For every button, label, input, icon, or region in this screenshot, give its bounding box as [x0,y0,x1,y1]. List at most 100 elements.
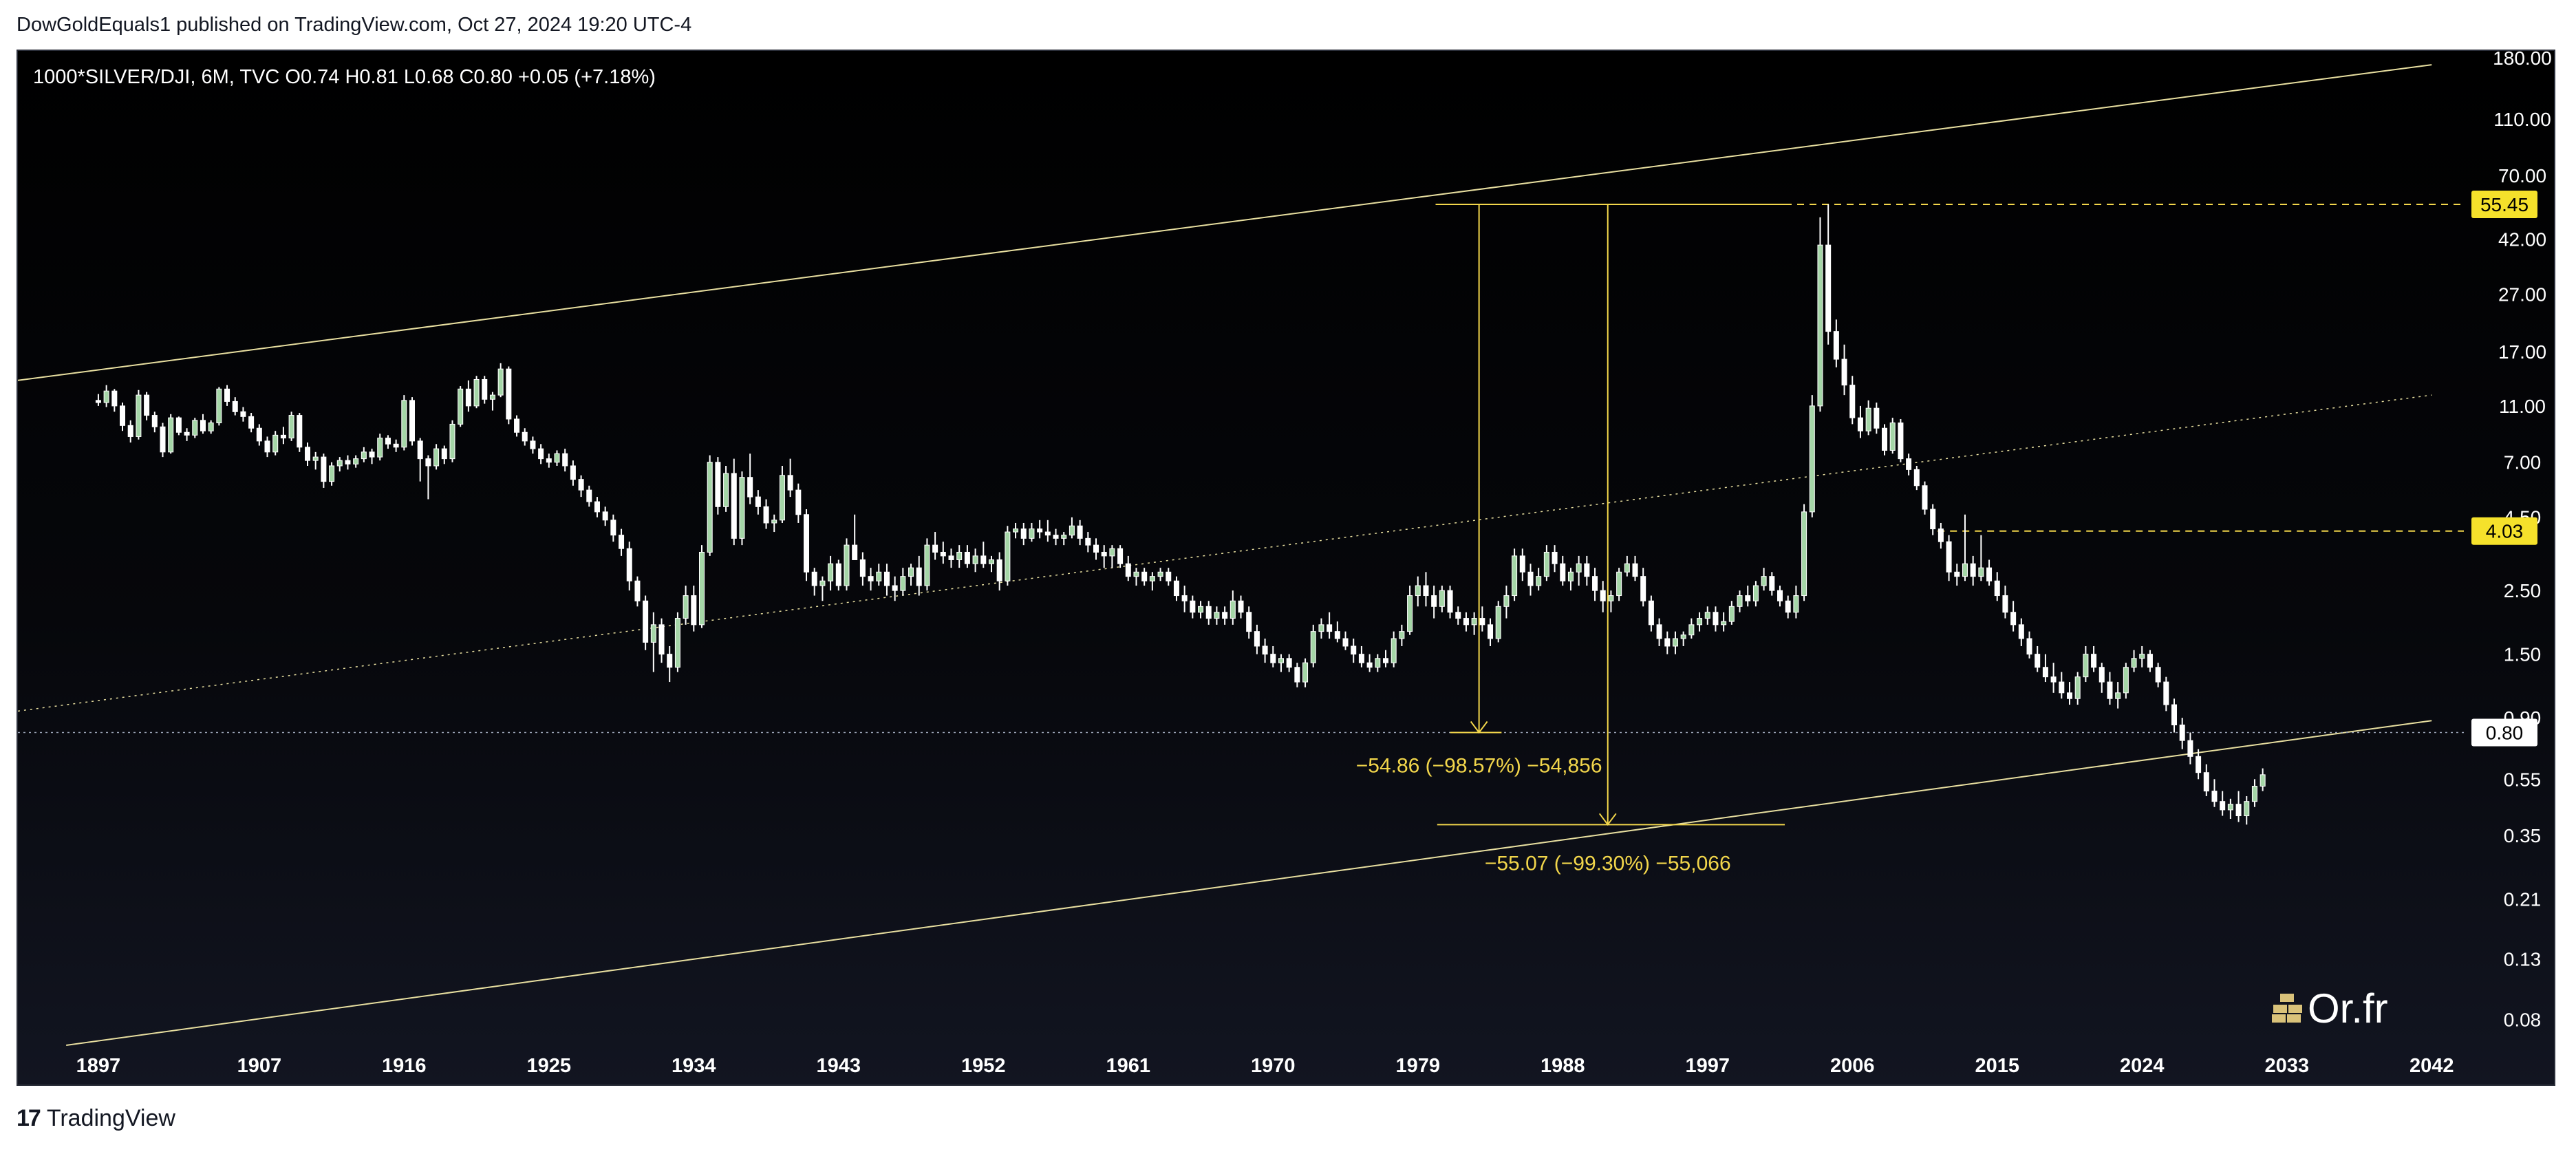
tradingview-footer[interactable]: 17 TradingView [17,1105,175,1132]
candle-body [1946,541,1952,573]
candle [755,490,761,515]
channel-lower-line [66,720,2432,1046]
candle [425,455,431,500]
candle-body [103,390,109,403]
candle-body [1327,624,1333,632]
candle-body [1728,606,1735,622]
candle [1737,590,1743,612]
candle [1351,638,1357,663]
candle [763,499,769,529]
candle-body [2026,638,2032,655]
candle [1085,532,1091,553]
candle-body [2171,704,2178,725]
candle [401,395,407,451]
candle [1567,568,1574,591]
candle [1166,568,1172,586]
candle [1246,606,1252,639]
candle-body [417,440,423,460]
candle [1946,535,1952,581]
candle-body [1648,600,1654,626]
candle-body [1214,612,1220,619]
candle [2123,663,2129,699]
candle [876,564,882,586]
candle [940,542,946,564]
candle [916,555,922,596]
candle [1222,606,1228,625]
candle-body [1970,563,1976,577]
x-tick-label: 1970 [1251,1055,1296,1077]
candle [312,451,319,470]
candle-body [1286,658,1292,668]
candle-body [626,548,632,581]
candle-body [224,388,230,402]
candle-body [1898,423,1904,460]
candle [2050,663,2057,693]
candle-body [1833,331,1839,360]
candle [1190,595,1196,619]
candle [2163,676,2169,712]
candle-body [1777,590,1783,601]
candle [1978,535,1984,581]
x-tick-label: 1897 [76,1055,121,1077]
candle [538,444,544,464]
candle-body [1825,244,1832,332]
candle-body [1157,571,1163,577]
candle [1310,624,1316,667]
y-tick-label: 0.55 [2504,769,2542,790]
candle [1519,548,1525,581]
candle [2091,645,2097,672]
candle-body [1938,528,1944,542]
y-tick-label: 0.35 [2504,825,2542,846]
candle-body [1874,407,1880,429]
candle-body [458,388,464,425]
candle [1020,522,1027,546]
watermark: Or.fr [2272,985,2388,1032]
candle [691,586,697,632]
candle [1141,568,1148,586]
candle-body [932,544,938,553]
candle-body [127,425,133,437]
x-tick-label: 2042 [2409,1055,2454,1077]
candle-body [2139,654,2145,659]
chart-svg[interactable]: −54.86 (−98.57%) −54,856 −55.07 (−99.30%)… [18,51,2557,1087]
candle-body [876,571,882,581]
candle [1037,520,1043,539]
candle [1664,631,1671,654]
price-label-text: 4.03 [2486,521,2524,542]
candle-body [1527,571,1534,586]
candle [151,412,158,433]
candle [1576,555,1582,586]
candle [280,427,286,445]
candle [771,514,777,533]
candle [1624,555,1630,577]
chart-frame[interactable]: −54.86 (−98.57%) −54,856 −55.07 (−99.30%)… [17,50,2555,1086]
candle-body [562,453,568,467]
candle-body [482,378,488,400]
candle-body [908,567,914,577]
candle [674,612,680,672]
candle-body [674,618,680,668]
candle [1214,606,1220,625]
candle [586,485,592,507]
candle [1101,545,1107,568]
candle [497,363,504,398]
candle [546,453,552,468]
price-label-text: 0.80 [2486,722,2524,743]
candle [2244,795,2250,825]
candle [996,552,1002,591]
candle [433,444,440,470]
candle-body [1930,509,1936,530]
candle-body [972,555,978,564]
candle-body [980,555,987,564]
candle-body [1230,600,1236,619]
candle-body [2107,681,2113,699]
measure-1-arrow [1598,813,1617,826]
candle-body [1793,595,1799,613]
candle-body [883,571,890,586]
candle [1463,612,1469,632]
candle [795,483,802,523]
candle-body [345,460,351,464]
candle [2107,672,2113,705]
candle-body [956,551,963,560]
candle-body [868,576,874,581]
